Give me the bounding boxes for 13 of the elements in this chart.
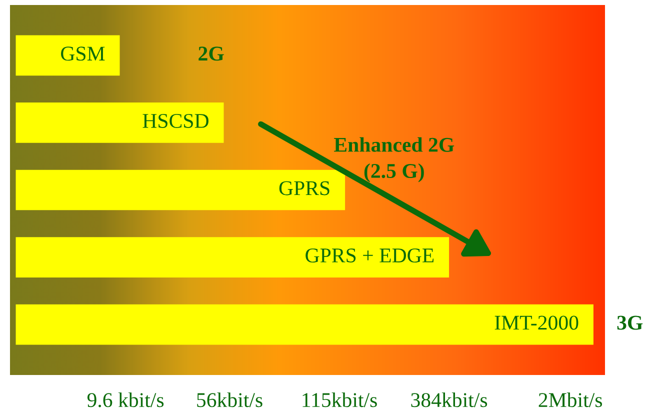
y-tick-label: HSCSD xyxy=(142,114,208,128)
y-tick-label: IMT-2000 xyxy=(494,316,578,330)
text: 2Mbit/s xyxy=(538,392,602,408)
text: 9.6 kbit/s xyxy=(87,392,164,408)
annotation: Enhanced 2G (2.5 G) xyxy=(334,137,454,182)
y-tick-label: GSM xyxy=(61,46,105,61)
text: 3G xyxy=(617,316,643,330)
text: 56kbit/s xyxy=(197,392,262,408)
y-tick-label: GPRS xyxy=(279,181,330,196)
y-tick-label: GPRS + EDGE xyxy=(306,248,434,262)
annotation: 2G xyxy=(198,46,224,61)
text: 384kbit/s xyxy=(411,392,488,408)
text: 115kbit/s xyxy=(302,392,377,408)
